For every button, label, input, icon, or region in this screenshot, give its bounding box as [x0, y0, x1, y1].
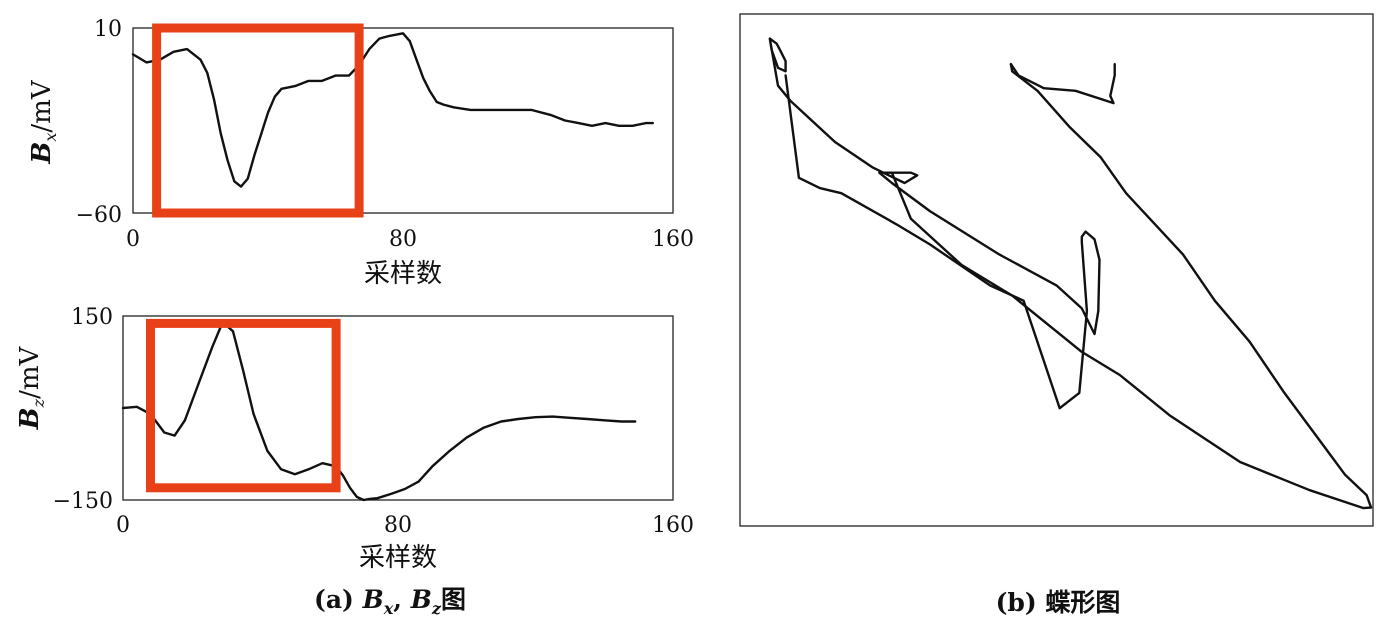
bz-ylabel-sub: z [29, 398, 48, 408]
bx-series-line-1 [131, 32, 654, 188]
bx-ylabel-symbol: B [27, 142, 57, 165]
butterfly-series-line-2 [890, 63, 1373, 510]
bx-xtick-160: 160 [652, 227, 694, 252]
bx-xtick-0: 0 [126, 227, 140, 252]
bx-ylabel-sub: x [41, 133, 60, 142]
bz-xtick-0: 0 [116, 513, 130, 538]
bx-chart: 10 −60 0 80 160 采样数 Bx/mV [27, 17, 694, 289]
butterfly-series-line-1 [768, 37, 1101, 410]
butterfly-curve-layer [768, 37, 1373, 510]
bz-ylabel: Bz/mV [15, 345, 48, 430]
caption-b: (b) 蝶形图 [996, 588, 1121, 617]
bx-ytick-bottom: −60 [76, 203, 122, 228]
caption-a-separator: , [393, 585, 410, 614]
bz-chart: 150 −150 0 80 160 采样数 Bz/mV [15, 305, 694, 573]
bx-plot-frame [132, 27, 674, 214]
caption-a-suffix: 图 [441, 585, 466, 614]
bz-plot-frame [122, 315, 674, 501]
caption-a-prefix: (a) [314, 585, 363, 614]
bx-curve-layer [131, 32, 654, 188]
caption-a-sub-1: x [383, 599, 394, 618]
bx-xlabel: 采样数 [364, 259, 442, 289]
bz-highlight-layer [146, 318, 341, 493]
butterfly-chart [739, 13, 1374, 527]
bx-ylabel: Bx/mV [27, 79, 60, 164]
bx-ylabel-unit: /mV [27, 79, 57, 132]
bz-xtick-160: 160 [652, 513, 694, 538]
bz-series-line-1 [121, 320, 637, 502]
caption-a-symbol-2: B [410, 585, 432, 614]
bx-ytick-top: 10 [94, 17, 122, 42]
bz-highlight-box [146, 318, 341, 493]
bx-highlight-layer [152, 23, 364, 218]
bz-ylabel-unit: /mV [15, 345, 45, 398]
butterfly-plot-frame [739, 13, 1374, 527]
caption-a: (a) Bx, Bz图 [314, 585, 466, 618]
bz-xlabel: 采样数 [359, 543, 437, 573]
bz-xtick-80: 80 [384, 513, 412, 538]
bz-curve-layer [121, 320, 637, 502]
caption-a-sub-2: z [431, 599, 442, 618]
bz-ytick-bottom: −150 [53, 489, 113, 514]
butterfly-series-line-3 [1009, 63, 1116, 105]
bx-xtick-80: 80 [389, 227, 417, 252]
bz-ytick-top: 150 [71, 305, 113, 330]
bx-highlight-box [152, 23, 364, 218]
caption-a-symbol-1: B [362, 585, 384, 614]
bz-ylabel-symbol: B [15, 407, 45, 430]
